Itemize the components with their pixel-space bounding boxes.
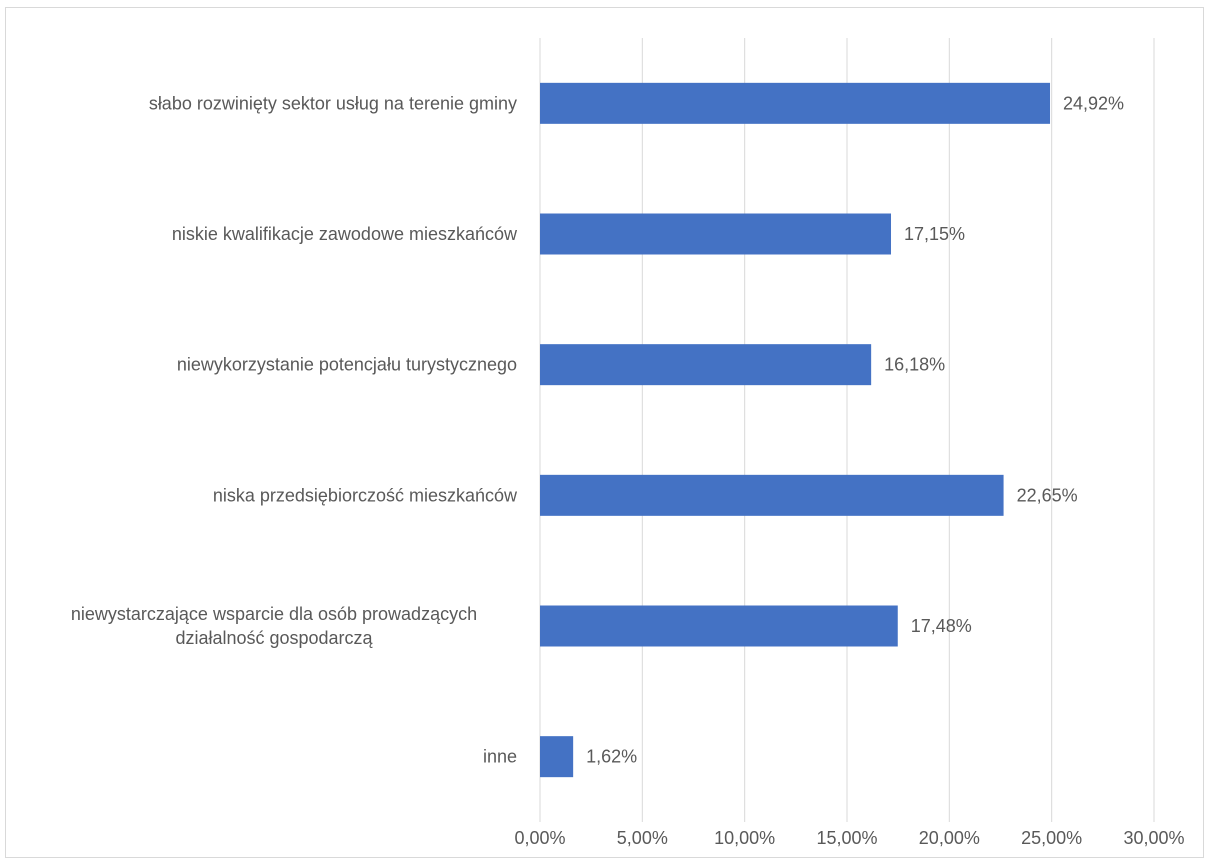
x-tick-label: 10,00% (714, 828, 775, 848)
bar (540, 474, 1004, 516)
bar (540, 344, 872, 386)
data-label: 1,62% (586, 747, 637, 767)
x-tick-label: 0,00% (514, 828, 565, 848)
bar (540, 213, 892, 255)
data-label: 24,92% (1063, 93, 1124, 113)
category-label: niewystarczające wsparcie dla osób prowa… (71, 604, 477, 624)
category-label: niewykorzystanie potencjału turystyczneg… (177, 355, 517, 375)
data-label: 17,48% (911, 616, 972, 636)
labels: 0,00% 5,00% 10,00% 15,00% 20,00% 25,00% 30,00%… (71, 93, 1185, 848)
category-label: inne (483, 747, 517, 767)
bar (540, 736, 574, 778)
x-tick-label: 5,00% (617, 828, 668, 848)
x-tick-label: 15,00% (816, 828, 877, 848)
category-label: niskie kwalifikacje zawodowe mieszkańców (172, 224, 518, 244)
bar (540, 605, 898, 647)
category-label: słabo rozwinięty sektor usług na terenie… (149, 93, 517, 113)
x-tick-label: 25,00% (1021, 828, 1082, 848)
chart-frame (5, 7, 1204, 858)
x-tick-label: 20,00% (919, 828, 980, 848)
data-label: 17,15% (904, 224, 965, 244)
category-label: działalność gospodarczą (175, 628, 373, 648)
gridlines (539, 38, 1155, 822)
x-tick-label: 30,00% (1123, 828, 1184, 848)
data-label: 22,65% (1017, 485, 1078, 505)
data-label: 16,18% (884, 355, 945, 375)
bar (540, 82, 1051, 124)
category-label: niska przedsiębiorczość mieszkańców (213, 485, 518, 505)
bars (540, 82, 1051, 778)
